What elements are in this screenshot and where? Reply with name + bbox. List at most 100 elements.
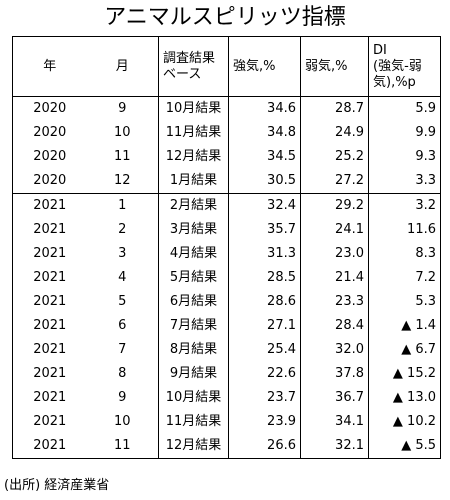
cell-weak: 24.1 xyxy=(300,218,369,242)
cell-di: ▲ 1.4 xyxy=(368,314,441,338)
cell-weak: 28.4 xyxy=(300,314,369,338)
cell-base: 10月結果 xyxy=(158,96,229,121)
cell-base: 10月結果 xyxy=(158,386,229,410)
cell-month: 8 xyxy=(118,366,127,381)
table-row: 2020 9 10月結果 34.6 28.7 5.9 xyxy=(13,96,441,121)
cell-month: 6 xyxy=(118,318,127,333)
cell-strong: 30.5 xyxy=(228,169,301,194)
cell-year: 2020 xyxy=(33,149,67,164)
cell-month: 4 xyxy=(118,270,127,285)
header-di-line1: DI xyxy=(373,42,387,58)
table-body: 2020 9 10月結果 34.6 28.7 5.9 2020 10 11月結果 34.8 24.9… xyxy=(12,96,441,459)
cell-year: 2021 xyxy=(33,294,67,309)
cell-di: ▲ 5.5 xyxy=(368,434,441,459)
table-row: 2021 10 11月結果 23.9 34.1 ▲ 10.2 xyxy=(13,410,441,434)
cell-month: 2 xyxy=(118,222,127,237)
header-weak: 弱気,% xyxy=(300,36,369,97)
table-row: 2021 7 8月結果 25.4 32.0 ▲ 6.7 xyxy=(13,338,441,362)
cell-base: 1月結果 xyxy=(158,169,229,194)
cell-strong: 25.4 xyxy=(228,338,301,362)
cell-strong: 32.4 xyxy=(228,193,301,218)
cell-month: 10 xyxy=(113,414,131,429)
cell-di: 3.2 xyxy=(368,193,441,218)
cell-weak: 28.7 xyxy=(300,96,369,121)
cell-month: 10 xyxy=(113,125,131,140)
cell-month: 9 xyxy=(118,390,127,405)
cell-weak: 32.1 xyxy=(300,434,369,459)
cell-weak: 34.1 xyxy=(300,410,369,434)
cell-di: 5.9 xyxy=(368,96,441,121)
cell-strong: 27.1 xyxy=(228,314,301,338)
cell-month: 9 xyxy=(118,101,127,116)
table-row: 2021 9 10月結果 23.7 36.7 ▲ 13.0 xyxy=(13,386,441,410)
cell-base: 9月結果 xyxy=(158,362,229,386)
cell-base: 11月結果 xyxy=(158,121,229,145)
cell-base: 8月結果 xyxy=(158,338,229,362)
cell-di: 3.3 xyxy=(368,169,441,194)
cell-year: 2021 xyxy=(33,414,67,429)
cell-strong: 22.6 xyxy=(228,362,301,386)
cell-strong: 31.3 xyxy=(228,242,301,266)
cell-strong: 23.7 xyxy=(228,386,301,410)
header-year: 年 xyxy=(12,36,87,97)
cell-month: 11 xyxy=(113,149,131,164)
cell-weak: 23.3 xyxy=(300,290,369,314)
cell-month: 11 xyxy=(113,438,131,453)
cell-di: ▲ 6.7 xyxy=(368,338,441,362)
header-di-line3: 気),%p xyxy=(373,74,416,90)
cell-base: 6月結果 xyxy=(158,290,229,314)
cell-weak: 32.0 xyxy=(300,338,369,362)
cell-month: 1 xyxy=(118,198,127,213)
cell-strong: 35.7 xyxy=(228,218,301,242)
table-header-row: 年 月 調査結果 ベース 強気,% 弱気,% DI (強気-弱 気),%p xyxy=(12,36,441,97)
cell-base: 11月結果 xyxy=(158,410,229,434)
cell-year: 2020 xyxy=(12,169,87,194)
table-row: 2021 2 3月結果 35.7 24.1 11.6 xyxy=(13,218,441,242)
cell-weak: 21.4 xyxy=(300,266,369,290)
cell-weak: 25.2 xyxy=(300,145,369,169)
cell-strong: 34.6 xyxy=(228,96,301,121)
cell-weak: 36.7 xyxy=(300,386,369,410)
table-row: 2021 5 6月結果 28.6 23.3 5.3 xyxy=(13,290,441,314)
cell-base: 7月結果 xyxy=(158,314,229,338)
cell-base: 5月結果 xyxy=(158,266,229,290)
cell-strong: 28.5 xyxy=(228,266,301,290)
cell-month: 5 xyxy=(118,294,127,309)
cell-year: 2021 xyxy=(33,342,67,357)
table-row: 2020 11 12月結果 34.5 25.2 9.3 xyxy=(13,145,441,169)
cell-di: ▲ 15.2 xyxy=(368,362,441,386)
header-base: 調査結果 ベース xyxy=(158,36,229,97)
cell-base: 3月結果 xyxy=(158,218,229,242)
table-row: 2021 4 5月結果 28.5 21.4 7.2 xyxy=(13,266,441,290)
cell-month: 7 xyxy=(118,342,127,357)
cell-di: 9.3 xyxy=(368,145,441,169)
cell-month: 3 xyxy=(118,246,127,261)
table-row: 2021 6 7月結果 27.1 28.4 ▲ 1.4 xyxy=(13,314,441,338)
cell-di: 7.2 xyxy=(368,266,441,290)
table-row: 2021 11 12月結果 26.6 32.1 ▲ 5.5 xyxy=(13,434,441,459)
cell-year: 2020 xyxy=(33,101,67,116)
cell-year: 2021 xyxy=(33,366,67,381)
cell-strong: 26.6 xyxy=(228,434,301,459)
cell-base: 2月結果 xyxy=(158,193,229,218)
cell-strong: 28.6 xyxy=(228,290,301,314)
cell-year: 2021 xyxy=(33,270,67,285)
cell-base: 12月結果 xyxy=(158,145,229,169)
cell-di: ▲ 13.0 xyxy=(368,386,441,410)
cell-base: 4月結果 xyxy=(158,242,229,266)
cell-di: 5.3 xyxy=(368,290,441,314)
header-base-line1: 調査結果 xyxy=(163,50,216,66)
table-row: 2021 3 4月結果 31.3 23.0 8.3 xyxy=(13,242,441,266)
table-row: 2020 10 11月結果 34.8 24.9 9.9 xyxy=(13,121,441,145)
cell-di: ▲ 10.2 xyxy=(368,410,441,434)
cell-base: 12月結果 xyxy=(158,434,229,459)
cell-weak: 24.9 xyxy=(300,121,369,145)
cell-strong: 34.8 xyxy=(228,121,301,145)
cell-di: 11.6 xyxy=(368,218,441,242)
animal-spirits-table: 年 月 調査結果 ベース 強気,% 弱気,% DI (強気-弱 気),%p 20… xyxy=(12,36,441,459)
cell-year: 2021 xyxy=(33,246,67,261)
cell-di: 9.9 xyxy=(368,121,441,145)
cell-month: 12 xyxy=(86,169,159,194)
cell-year: 2021 xyxy=(33,390,67,405)
table-row: 2021 8 9月結果 22.6 37.8 ▲ 15.2 xyxy=(13,362,441,386)
